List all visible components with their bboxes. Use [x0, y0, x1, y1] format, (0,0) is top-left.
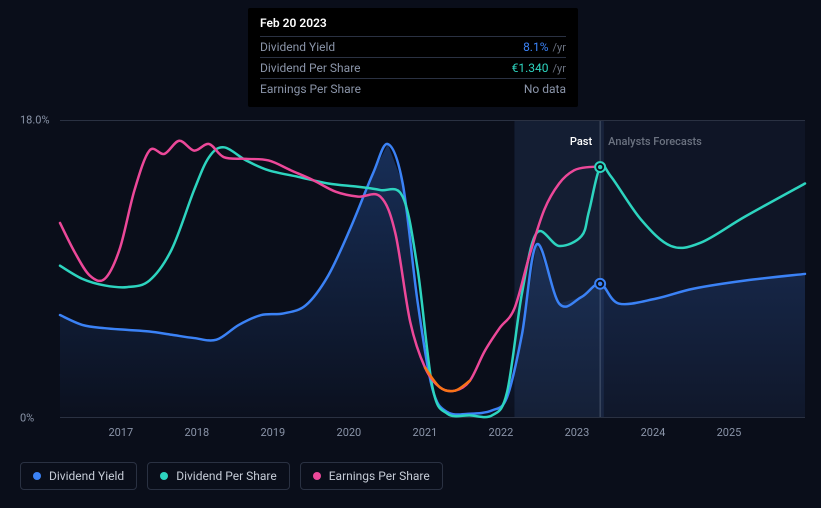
chart-tooltip: Feb 20 2023 Dividend Yield8.1%/yrDividen… [248, 8, 578, 107]
legend-item[interactable]: Earnings Per Share [300, 462, 443, 490]
plot-area[interactable]: Past Analysts Forecasts [60, 120, 805, 418]
legend-label: Earnings Per Share [329, 469, 430, 483]
legend-item[interactable]: Dividend Per Share [147, 462, 290, 490]
y-axis-min: 0% [20, 412, 56, 425]
x-tick: 2019 [260, 426, 285, 439]
legend-label: Dividend Yield [49, 469, 124, 483]
x-axis: 2017 2018 2019 2020 2021 2022 2023 2024 2025 [60, 426, 805, 440]
chart-legend: Dividend Yield Dividend Per Share Earnings… [20, 462, 443, 490]
legend-dot-icon [33, 472, 41, 480]
x-tick: 2022 [489, 426, 514, 439]
tooltip-metric-value: 8.1%/yr [523, 40, 566, 54]
tooltip-metric-label: Dividend Yield [260, 40, 335, 54]
tooltip-metric-label: Earnings Per Share [260, 82, 361, 96]
legend-dot-icon [313, 472, 321, 480]
past-region-label: Past [570, 135, 592, 148]
legend-dot-icon [160, 472, 168, 480]
tooltip-row: Dividend Yield 8.1%/yr [260, 36, 566, 57]
y-axis-max: 18.0% [20, 114, 56, 127]
tooltip-metric-value: No data [524, 82, 566, 96]
tooltip-metric-label: Dividend Per Share [260, 61, 361, 75]
tooltip-metric-value: €1.340/yr [512, 61, 566, 75]
x-tick: 2024 [641, 426, 666, 439]
legend-label: Dividend Per Share [176, 469, 277, 483]
x-tick: 2023 [565, 426, 590, 439]
legend-item[interactable]: Dividend Yield [20, 462, 137, 490]
x-tick: 2020 [337, 426, 362, 439]
tooltip-row: Earnings Per Share No data [260, 78, 566, 99]
x-tick: 2021 [413, 426, 438, 439]
tooltip-row: Dividend Per Share €1.340/yr [260, 57, 566, 78]
x-tick: 2017 [108, 426, 133, 439]
x-tick: 2025 [717, 426, 742, 439]
tooltip-date: Feb 20 2023 [260, 16, 566, 30]
forecast-region-label: Analysts Forecasts [608, 135, 702, 148]
dividend-chart: Past Analysts Forecasts 18.0% 0% 2017201… [20, 108, 805, 448]
x-tick: 2018 [184, 426, 209, 439]
